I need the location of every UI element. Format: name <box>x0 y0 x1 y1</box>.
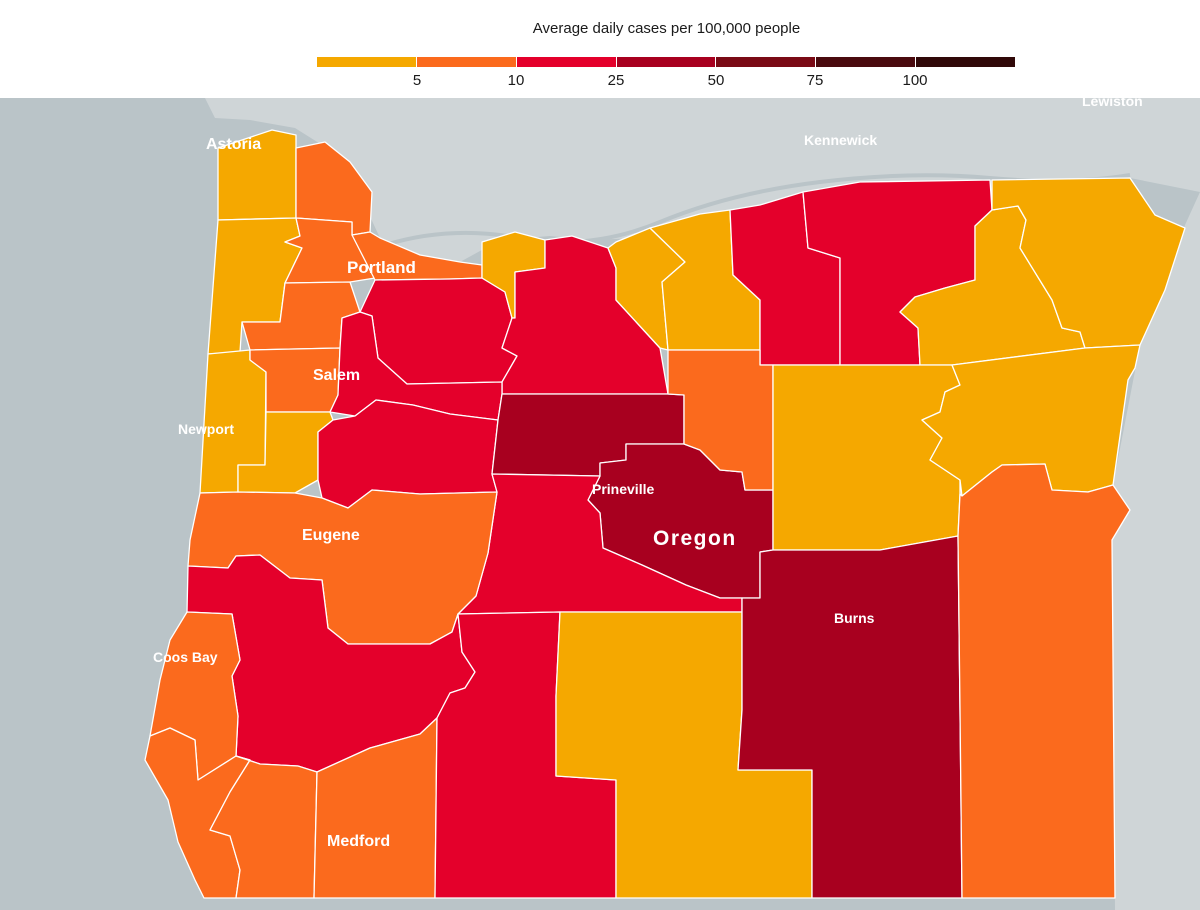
legend: Average daily cases per 100,000 people 5… <box>0 0 1200 98</box>
legend-swatch-10-25 <box>516 57 617 67</box>
label-astoria: Astoria <box>206 136 261 153</box>
idaho-land <box>1112 192 1200 910</box>
legend-tick-10: 10 <box>507 72 525 89</box>
label-medford: Medford <box>327 833 390 850</box>
label-coos-bay: Coos Bay <box>153 649 218 665</box>
legend-tick-100: 100 <box>902 72 928 89</box>
counties <box>144 129 1186 899</box>
label-burns: Burns <box>834 610 875 626</box>
label-eugene: Eugene <box>302 527 360 544</box>
legend-color-bar <box>317 57 1016 67</box>
legend-tick-25: 25 <box>607 72 625 89</box>
label-newport: Newport <box>178 421 234 437</box>
legend-swatch-5-10 <box>416 57 517 67</box>
county-josephine[interactable] <box>209 755 318 899</box>
label-portland: Portland <box>347 258 416 277</box>
legend-tick-labels: 5 10 25 50 75 100 <box>317 72 1015 92</box>
map-labels: Astoria Portland Salem Newport Eugene Co… <box>153 98 1143 850</box>
oregon-county-map: Astoria Portland Salem Newport Eugene Co… <box>0 98 1200 910</box>
legend-swatch-75-100 <box>816 57 917 67</box>
legend-swatch-100-plus <box>916 57 1016 67</box>
legend-swatch-0-5 <box>317 57 417 67</box>
label-lewiston: Lewiston <box>1082 98 1143 109</box>
county-malheur[interactable] <box>957 463 1131 899</box>
legend-tick-75: 75 <box>806 72 824 89</box>
legend-tick-50: 50 <box>707 72 725 89</box>
county-wheeler[interactable] <box>667 349 774 491</box>
label-oregon: Oregon <box>653 527 737 550</box>
legend-tick-5: 5 <box>412 72 422 89</box>
legend-title: Average daily cases per 100,000 people <box>532 20 801 37</box>
county-wallowa[interactable] <box>991 177 1186 349</box>
label-salem: Salem <box>313 367 360 384</box>
washington-land <box>205 98 1200 262</box>
label-kennewick: Kennewick <box>804 132 877 148</box>
county-benton[interactable] <box>237 411 334 494</box>
label-prineville: Prineville <box>592 481 654 497</box>
legend-swatch-50-75 <box>716 57 817 67</box>
legend-swatch-25-50 <box>616 57 717 67</box>
